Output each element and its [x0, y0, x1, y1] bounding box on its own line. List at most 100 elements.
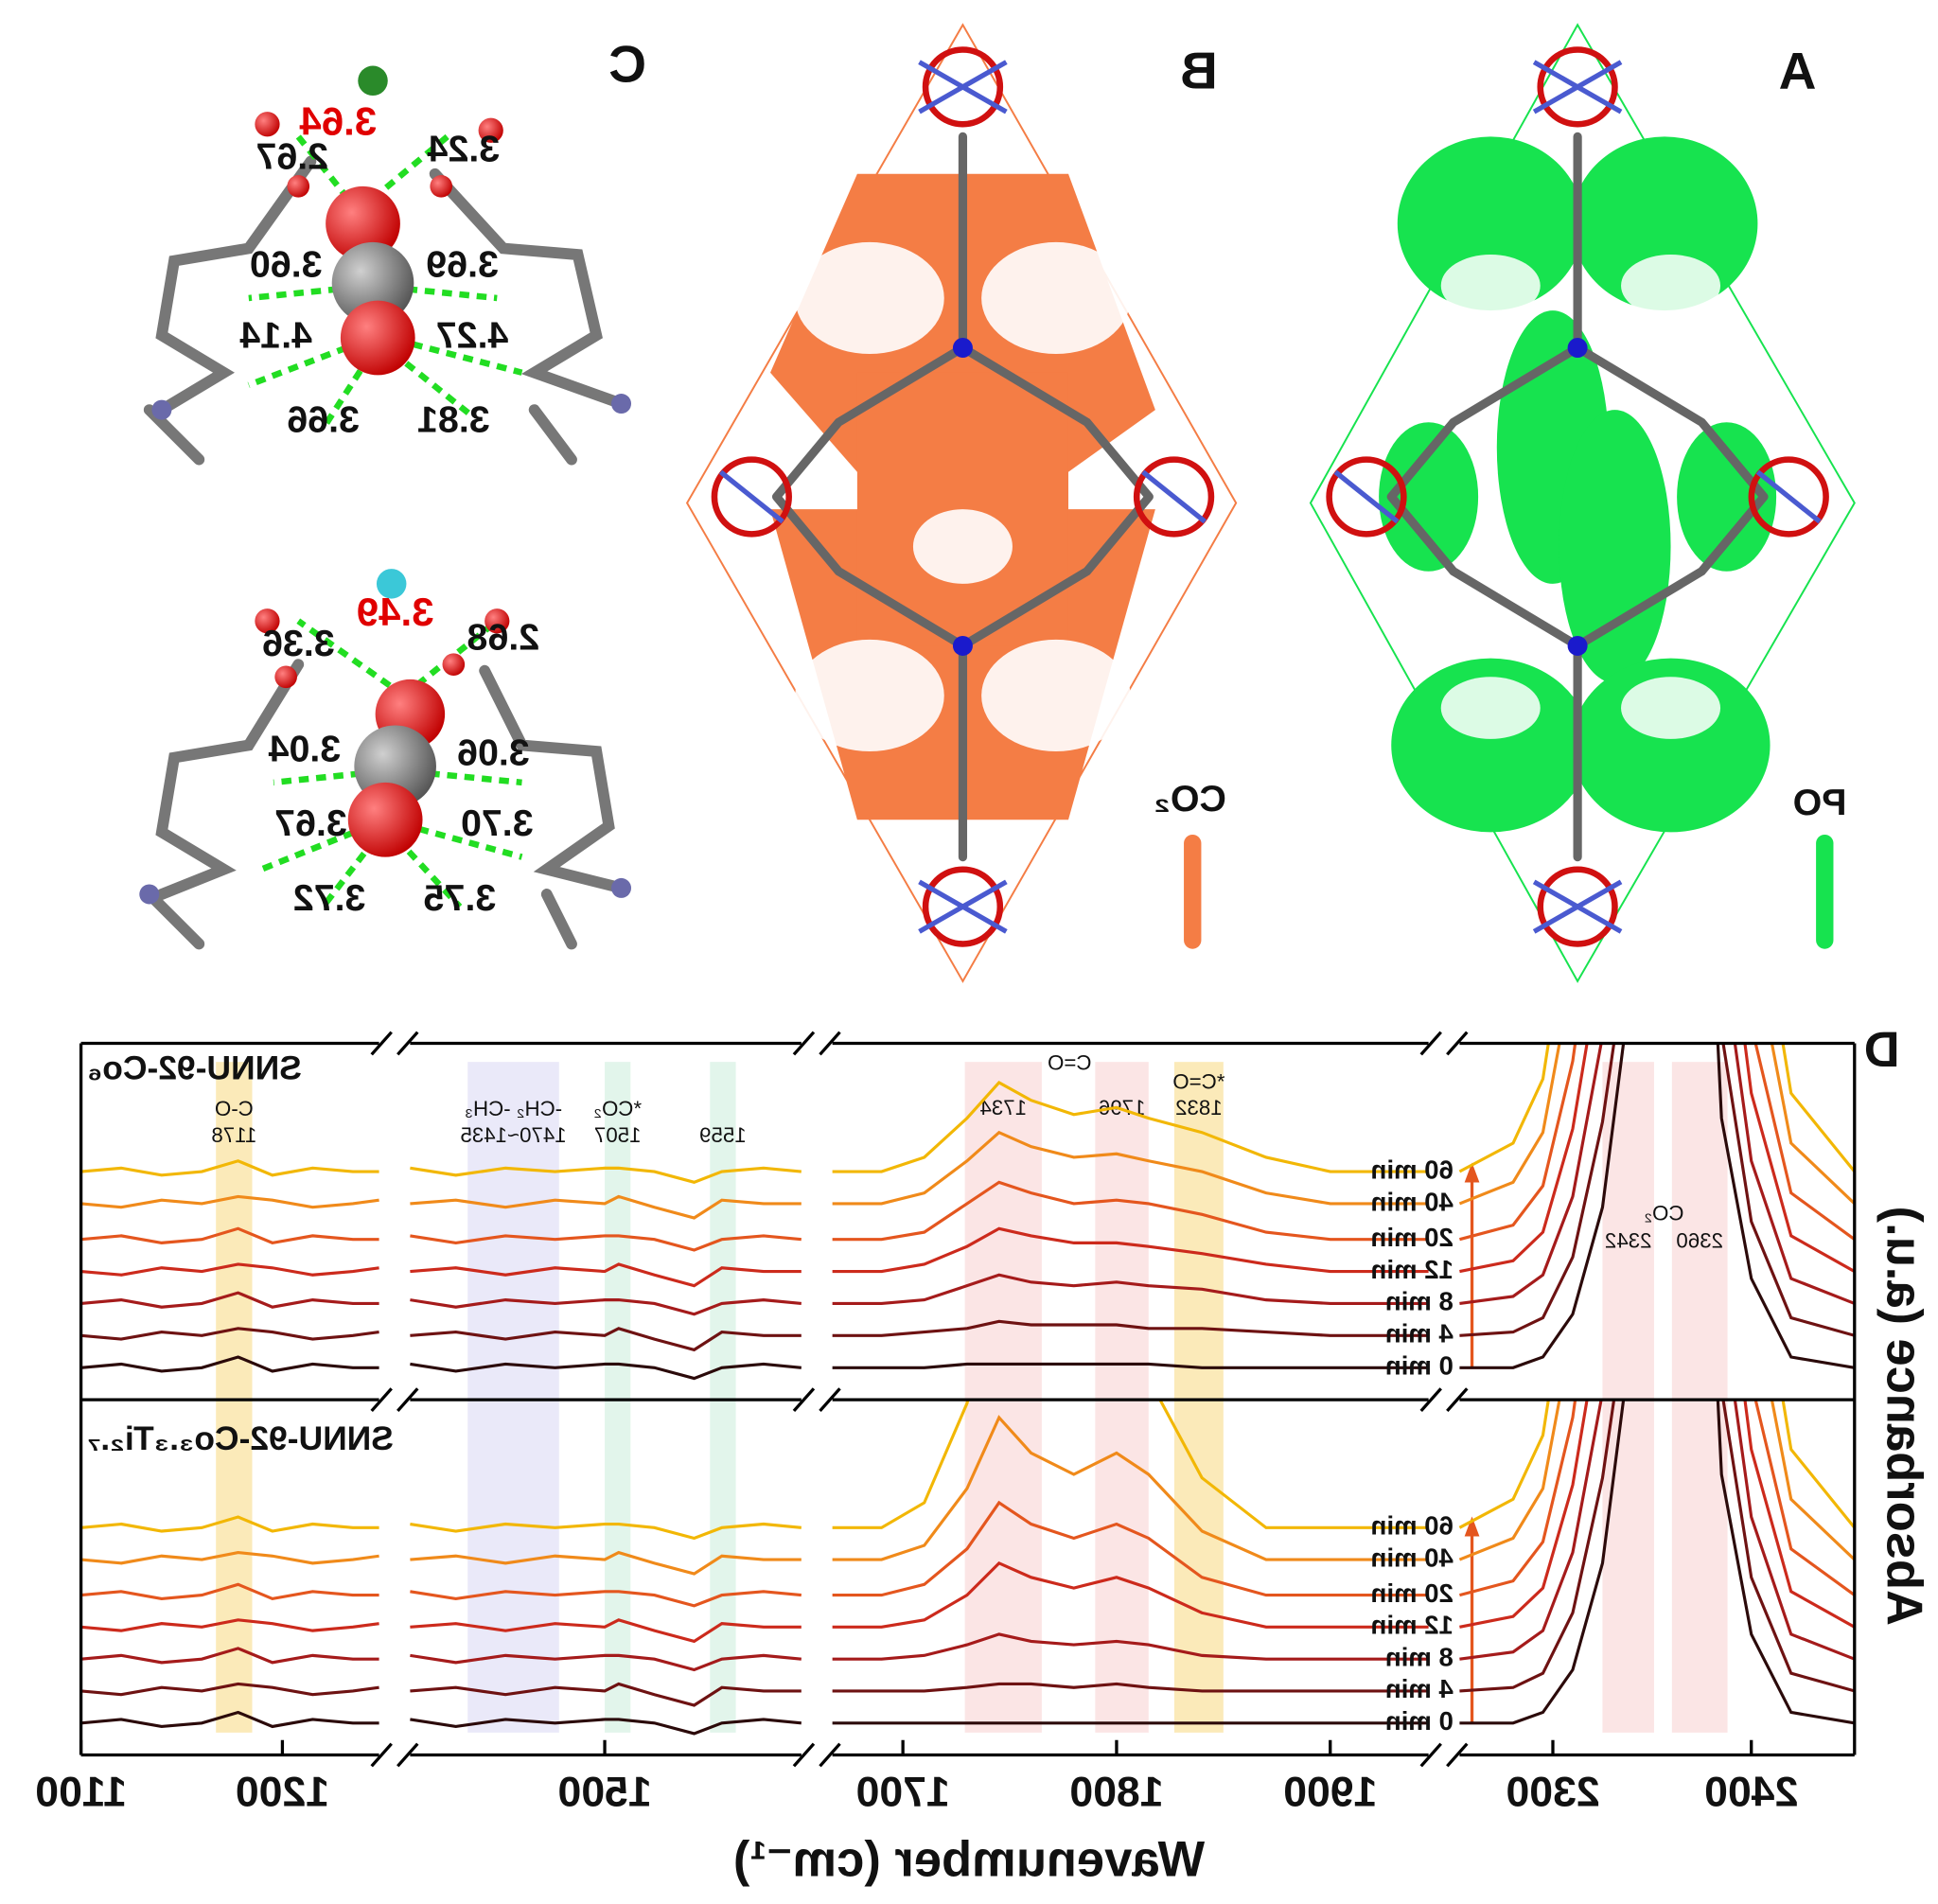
axis-break: [1446, 1387, 1469, 1413]
band-label: 2360: [1676, 1228, 1723, 1252]
spectrum-line: [832, 1415, 1429, 1561]
distance-label: 3.70: [461, 802, 534, 844]
axis-break: [396, 1742, 419, 1768]
axis-break: [370, 1031, 393, 1056]
panel-label: A: [1779, 41, 1817, 99]
panel-c-structure: [139, 65, 632, 950]
axis-break: [819, 1031, 841, 1056]
spectrum-line: [832, 1130, 1429, 1206]
distance-label: 3.72: [293, 877, 366, 919]
legend-label: 8 min: [1385, 1287, 1454, 1316]
spectrum-line: [1459, 1400, 1855, 1661]
legend-swatch: [1816, 834, 1834, 949]
spectrum-line: [80, 1582, 379, 1601]
panel-b-structure: [685, 23, 1238, 983]
spectrum-line: [80, 1647, 379, 1665]
density-map: [1379, 136, 1777, 833]
highlight-band: [467, 1062, 559, 1733]
highlight-band: [1173, 1062, 1224, 1733]
highlight-band: [605, 1062, 631, 1733]
plot-area: [80, 1043, 1855, 1381]
distance-label: 3.24: [427, 129, 500, 170]
spectrum-line: [410, 1166, 802, 1184]
distance-label: 3.75: [424, 877, 497, 919]
chart-title: D: [1864, 1022, 1900, 1078]
spectrum-line: [832, 1632, 1429, 1661]
spectrum-line: [410, 1618, 802, 1644]
legend-label: 12 min: [1371, 1255, 1454, 1284]
x-tick-label: 1800: [1069, 1769, 1163, 1815]
axis-break: [1446, 1742, 1469, 1768]
spectrum-line: [832, 1180, 1429, 1242]
distance-label: 3.69: [426, 244, 499, 286]
spectrum-line: [410, 1550, 802, 1576]
spectrum-line: [410, 1522, 802, 1541]
axis-break: [1419, 1387, 1442, 1413]
distance-label: 3.67: [274, 802, 347, 844]
axis-break: [792, 1387, 816, 1413]
annotation: C=O: [1048, 1051, 1091, 1075]
distance-label: 3.06: [457, 732, 530, 773]
highlight-band: [1602, 1062, 1654, 1733]
x-tick-label: 1500: [557, 1769, 651, 1815]
distance-label: 3.66: [287, 399, 360, 441]
legend-label: 40 min: [1371, 1543, 1454, 1572]
spectrum-line: [832, 1400, 1429, 1529]
distance-label: 4.27: [436, 314, 509, 356]
band-label: 1470~1435: [460, 1123, 566, 1147]
x-tick-label: 1200: [236, 1769, 329, 1815]
panel-title: SNNU-92-Co₃.₃Ti₂.₇: [87, 1419, 394, 1457]
axis-break: [792, 1031, 816, 1056]
spectrum-line: [410, 1590, 802, 1608]
spectrum-line: [832, 1682, 1429, 1693]
band-label: 1734: [979, 1096, 1027, 1119]
spectrum-line: [80, 1682, 379, 1697]
spectrum-line: [410, 1653, 802, 1672]
spectrum-line: [832, 1273, 1429, 1306]
x-tick-label: 1900: [1283, 1769, 1377, 1815]
spectrum-line: [80, 1710, 379, 1729]
spectrum-line: [832, 1560, 1429, 1629]
x-axis-title: Wavenumber (cm⁻¹): [733, 1832, 1205, 1888]
axis-break: [1446, 1031, 1469, 1056]
spectrum-line: [80, 1226, 379, 1245]
unit-cell: [1309, 23, 1856, 983]
spectrum-line: [1459, 1043, 1855, 1274]
spectrum-line: [410, 1327, 802, 1352]
highlight-band: [964, 1062, 1042, 1733]
spectrum-line: [832, 1319, 1429, 1337]
framework: [771, 132, 1154, 862]
time-arrows: [1464, 1162, 1480, 1723]
spectrum-line: [832, 1226, 1429, 1274]
spectrum-line: [832, 1080, 1429, 1173]
annotation: CO₂: [1644, 1201, 1683, 1225]
spectrum-line: [1459, 1400, 1855, 1597]
distance-label: 4.14: [239, 314, 312, 356]
highlight-band: [710, 1062, 736, 1733]
spectrum-line: [410, 1718, 802, 1736]
spectrum-line: [80, 1327, 379, 1341]
distance-label: 3.36: [262, 623, 335, 664]
y-axis-title: Absorbance (a.u.): [1876, 1207, 1931, 1626]
spectrum-line: [1459, 1400, 1855, 1629]
legend-swatch: [1184, 834, 1202, 949]
axis-break: [370, 1742, 393, 1768]
spectrum-line: [80, 1262, 379, 1277]
spectrum-line: [80, 1550, 379, 1565]
legend-label: 8 min: [1385, 1642, 1454, 1671]
legend-label: 40 min: [1371, 1187, 1454, 1216]
spectrum-line: [1459, 1400, 1855, 1725]
spectrum-line: [1459, 1400, 1855, 1693]
highlight-band: [1671, 1062, 1728, 1733]
panel-label: C: [608, 35, 646, 94]
spectrum-line: [832, 1500, 1429, 1597]
distance-label: 2.68: [467, 616, 540, 658]
panel-label: B: [1180, 41, 1218, 99]
legend-label: 12 min: [1371, 1611, 1454, 1640]
legend-label: 4 min: [1385, 1674, 1454, 1703]
spectrum-line: [80, 1159, 379, 1177]
band-label: 1507: [594, 1123, 642, 1147]
distance-label: 3.81: [417, 399, 490, 441]
band-label: *C=O: [1172, 1069, 1224, 1093]
band-label: 2342: [1605, 1228, 1652, 1252]
